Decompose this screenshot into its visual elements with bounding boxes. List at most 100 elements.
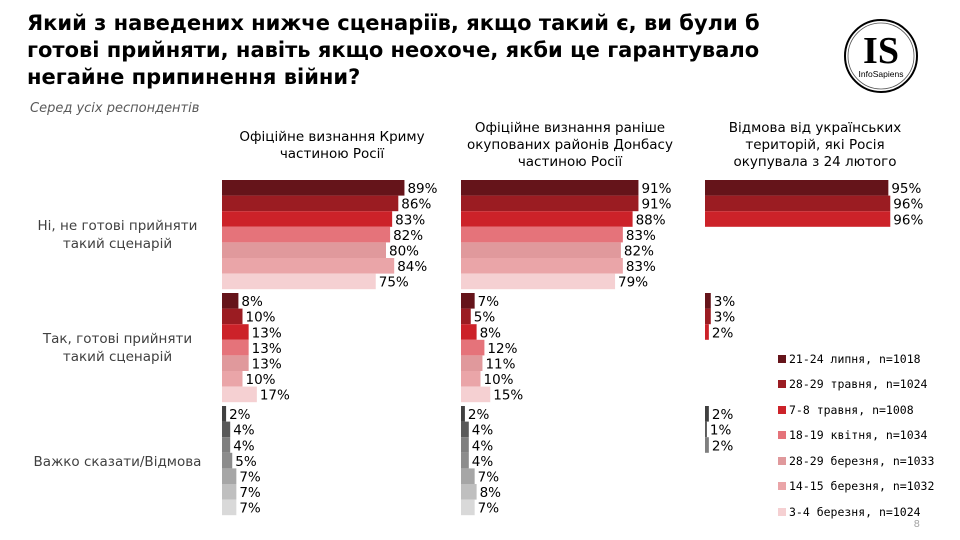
- bar: [461, 437, 469, 453]
- category-label-hard-to-say: Важко сказати/Відмова: [33, 454, 202, 470]
- bar: [461, 195, 639, 212]
- data-label: 2%: [229, 407, 251, 423]
- panel-header-donbas: Офіційне визнання раніше окупованих райо…: [467, 120, 673, 170]
- svg-text:InfoSapiens: InfoSapiens: [859, 69, 904, 79]
- data-label: 4%: [233, 438, 255, 454]
- data-label: 96%: [893, 197, 923, 213]
- bar: [222, 308, 243, 325]
- bar: [461, 406, 465, 422]
- category-label-yes: Так, готові прийняти такий сценарій: [42, 331, 193, 365]
- bar: [461, 355, 483, 371]
- legend-item: 3-4 березня, n=1024: [778, 499, 934, 525]
- legend-label: 3-4 березня, n=1024: [789, 504, 921, 519]
- bar: [705, 195, 891, 212]
- data-label: 7%: [239, 485, 261, 501]
- bar: [705, 211, 891, 227]
- bar: [222, 273, 376, 290]
- data-label: 4%: [472, 454, 494, 470]
- legend-item: 21-24 липня, n=1018: [778, 346, 934, 372]
- legend-item: 28-29 березня, n=1033: [778, 448, 934, 474]
- data-label: 80%: [389, 244, 419, 260]
- data-label: 7%: [478, 294, 500, 310]
- bar: [705, 324, 709, 340]
- data-label: 7%: [239, 470, 261, 486]
- data-label: 2%: [712, 325, 734, 341]
- data-label: 15%: [493, 388, 523, 404]
- bar: [461, 226, 623, 243]
- data-label: 11%: [485, 357, 515, 373]
- bar: [461, 339, 485, 356]
- bar: [461, 324, 477, 340]
- category-label-no: Ні, не готові прийняти такий сценарій: [37, 218, 198, 252]
- data-label: 75%: [379, 275, 409, 291]
- data-label: 83%: [626, 228, 656, 244]
- legend-item: 28-29 травня, n=1024: [778, 372, 934, 398]
- legend-label: 28-29 травня, n=1024: [789, 377, 928, 392]
- data-label: 89%: [407, 181, 437, 197]
- bar: [222, 258, 395, 274]
- legend-swatch: [778, 405, 786, 414]
- data-label: 8%: [241, 294, 263, 310]
- bar: [461, 499, 475, 516]
- data-label: 5%: [235, 454, 257, 470]
- bar: [461, 180, 639, 196]
- bar: [461, 242, 621, 258]
- bar: [222, 355, 249, 371]
- bar: [705, 180, 889, 196]
- subtitle: Серед усіх респондентів: [30, 101, 200, 116]
- data-label: 88%: [636, 212, 666, 228]
- bar: [222, 180, 405, 196]
- data-label: 7%: [478, 470, 500, 486]
- data-label: 12%: [487, 341, 517, 357]
- data-label: 2%: [468, 407, 490, 423]
- legend-label: 21-24 липня, n=1018: [789, 351, 921, 366]
- bar: [222, 421, 231, 438]
- bar: [461, 371, 481, 387]
- legend-swatch: [778, 380, 786, 389]
- data-label: 91%: [641, 197, 671, 213]
- data-label: 2%: [712, 438, 734, 454]
- panel-header-territories: Відмова від українських територій, які Р…: [728, 120, 902, 170]
- legend-swatch: [778, 431, 786, 440]
- data-label: 10%: [246, 310, 276, 326]
- data-label: 8%: [480, 485, 502, 501]
- bar: [222, 293, 239, 309]
- bar: [705, 308, 711, 325]
- bar: [222, 499, 237, 516]
- data-label: 1%: [710, 423, 732, 439]
- bar: [222, 195, 399, 212]
- data-label: 17%: [260, 388, 290, 404]
- data-label: 3%: [714, 310, 736, 326]
- legend-label: 28-29 березня, n=1033: [789, 453, 935, 468]
- bar: [705, 421, 707, 438]
- data-label: 7%: [239, 501, 261, 517]
- bar: [461, 484, 477, 500]
- bar: [461, 452, 469, 469]
- data-label: 4%: [233, 423, 255, 439]
- bar: [222, 437, 231, 453]
- bar: [461, 421, 469, 438]
- data-label: 5%: [474, 310, 496, 326]
- legend-swatch: [778, 456, 786, 465]
- bar: [461, 293, 475, 309]
- data-label: 95%: [891, 181, 921, 197]
- data-label: 8%: [480, 325, 502, 341]
- legend-item: 7-8 травня, n=1008: [778, 397, 934, 423]
- bar: [222, 484, 237, 500]
- bar: [222, 211, 393, 227]
- data-label: 91%: [641, 181, 671, 197]
- legend: 21-24 липня, n=1018 28-29 травня, n=1024 7…: [778, 346, 934, 525]
- data-label: 82%: [393, 228, 423, 244]
- data-label: 10%: [484, 372, 514, 388]
- page-title: Який з наведених нижче сценаріїв, якщо т…: [27, 11, 760, 89]
- panel-header-crimea: Офіційне визнання Криму частиною Росії: [239, 129, 425, 162]
- data-label: 13%: [252, 357, 282, 373]
- data-label: 13%: [252, 341, 282, 357]
- legend-item: 14-15 березня, n=1032: [778, 474, 934, 500]
- data-label: 7%: [478, 501, 500, 517]
- legend-item: 18-19 квітня, n=1034: [778, 423, 934, 449]
- bar: [705, 437, 709, 453]
- data-label: 83%: [626, 259, 656, 275]
- bar: [461, 468, 475, 484]
- bar: [461, 308, 471, 325]
